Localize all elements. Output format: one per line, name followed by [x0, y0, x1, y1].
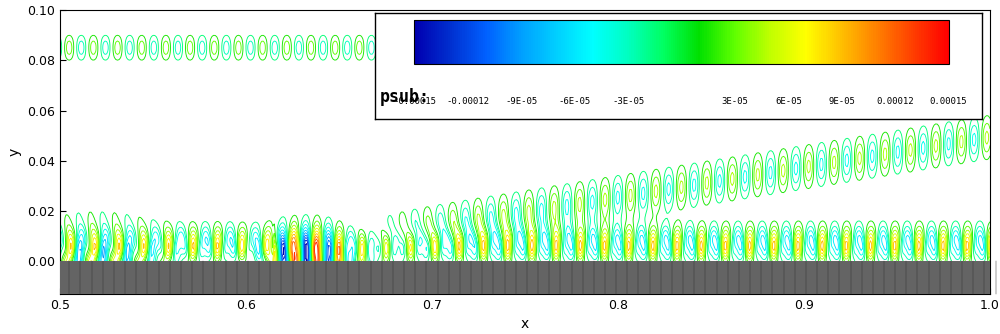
Text: -0.00012: -0.00012 [446, 97, 489, 106]
Text: 3E-05: 3E-05 [722, 97, 748, 106]
Text: -9E-05: -9E-05 [505, 97, 537, 106]
Text: -0.00015: -0.00015 [393, 97, 436, 106]
Text: -6E-05: -6E-05 [559, 97, 591, 106]
Text: 6E-05: 6E-05 [775, 97, 802, 106]
Text: 9E-05: 9E-05 [828, 97, 855, 106]
Bar [60, 261, 990, 294]
Y-axis label: y: y [8, 148, 22, 156]
Text: psub:: psub: [380, 88, 430, 106]
X-axis label: x: x [521, 317, 529, 331]
Text: -3E-05: -3E-05 [612, 97, 644, 106]
Text: 0.00015: 0.00015 [930, 97, 967, 106]
Text: 0.00012: 0.00012 [876, 97, 914, 106]
